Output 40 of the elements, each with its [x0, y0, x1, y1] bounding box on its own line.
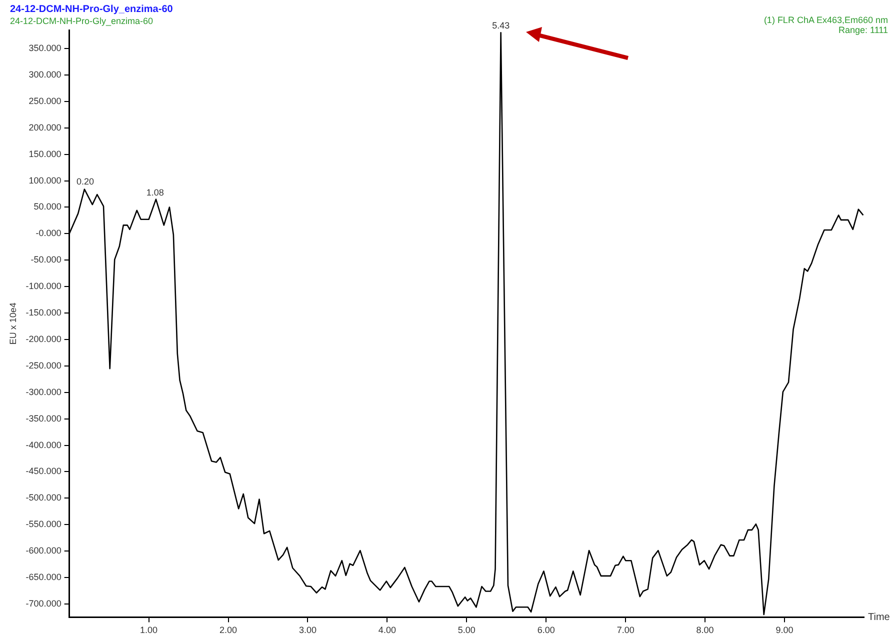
x-tick-label: 3.00 [298, 625, 316, 636]
y-tick-label: -50.000 [30, 254, 62, 265]
y-tick-label: 300.000 [28, 69, 62, 80]
y-tick-label: -0.000 [36, 228, 62, 238]
y-tick-label: -200.000 [26, 334, 62, 344]
x-tick-label: 7.00 [616, 625, 634, 636]
x-axis-title: Time [868, 612, 890, 623]
y-tick-label: -500.000 [26, 492, 62, 503]
chart-title: 24-12-DCM-NH-Pro-Gly_enzima-60 [10, 4, 173, 15]
y-tick-label: -150.000 [26, 308, 62, 318]
text: (1) FLR ChA Ex463,Em660 nm [764, 15, 888, 25]
y-tick-label: -100.000 [26, 281, 62, 292]
y-tick-label: -650.000 [26, 572, 62, 582]
y-tick-label: 350.000 [28, 43, 62, 53]
x-tick-label: 5.00 [458, 625, 476, 636]
x-tick-label: 9.00 [776, 625, 794, 636]
y-tick-label: 200.000 [28, 122, 62, 132]
y-tick-label: 50.000 [34, 202, 62, 212]
x-tick-label: 2.00 [220, 625, 238, 636]
annotation: Range: 1111 [837, 25, 888, 35]
annotation: 5.43 [492, 20, 510, 31]
y-tick-label: -400.000 [26, 440, 62, 450]
x-tick-label: 4.00 [378, 625, 396, 636]
y-tick-label: -600.000 [26, 546, 62, 556]
chart-subtitle: 24-12-DCM-NH-Pro-Gly_enzima-60 [10, 16, 154, 26]
y-tick-label: -450.000 [26, 466, 62, 476]
x-tick-label: 8.00 [696, 625, 714, 636]
x-tick-label: 6.00 [537, 625, 555, 636]
y-tick-label: 250.000 [28, 96, 62, 106]
y-tick-label: -700.000 [26, 598, 62, 608]
x-tick-label: 1.00 [140, 625, 158, 636]
y-tick-label: -350.000 [26, 413, 62, 424]
y-tick-label: -550.000 [26, 519, 62, 530]
y-tick-label: 100.000 [28, 175, 62, 186]
y-tick-label: -250.000 [26, 360, 62, 370]
annotation: 1.08 [146, 187, 164, 198]
y-tick-label: 150.000 [28, 148, 62, 159]
annotation: 0.20 [76, 176, 94, 187]
y-tick-label: -300.000 [26, 386, 62, 397]
y-axis-title: EU x 10e4 [8, 302, 18, 345]
